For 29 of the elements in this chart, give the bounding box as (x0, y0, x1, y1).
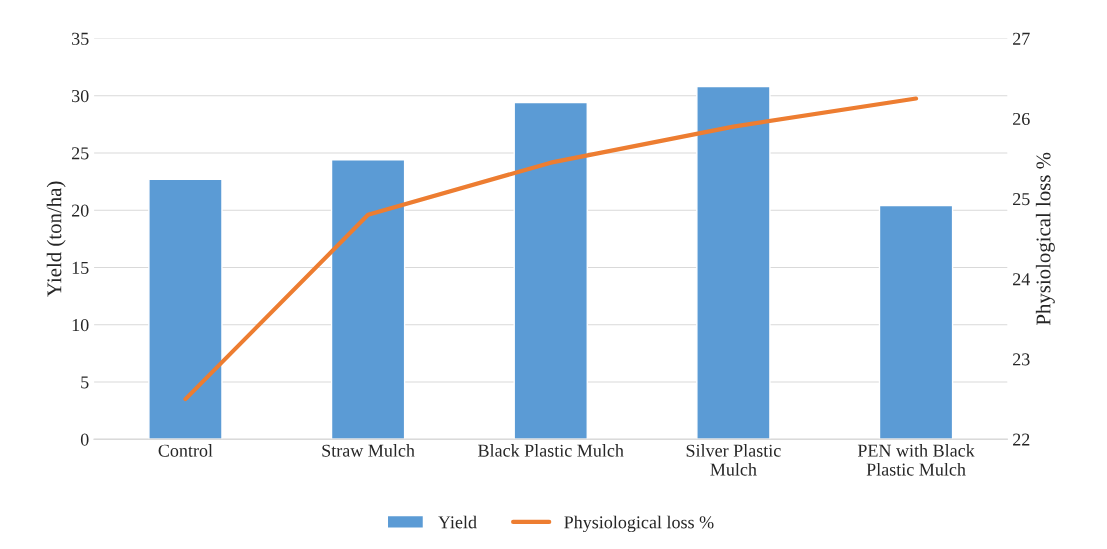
y2-tick-label: 25 (1013, 193, 1030, 206)
bar (878, 204, 954, 440)
y2-axis-title: Physiological loss % (1035, 152, 1055, 326)
y-tick-label: 20 (71, 204, 89, 217)
y2-tick-label: 22 (1013, 433, 1030, 446)
x-tick-label: Straw Mulch (322, 444, 415, 457)
y2-tick-label: 23 (1013, 353, 1030, 366)
y-tick-label: 15 (72, 261, 89, 274)
x-tick-label: PEN with Black Plastic Mulch (857, 444, 975, 476)
y-axis-title: Yield (ton/ha) (46, 181, 66, 297)
bar (513, 101, 588, 440)
legend-label: Yield (438, 515, 477, 529)
bar (330, 159, 406, 440)
y-tick-label: 0 (80, 433, 89, 446)
x-tick-label: Control (158, 444, 213, 457)
line-series (183, 96, 919, 402)
y2-tick-label: 24 (1013, 273, 1030, 286)
x-tick-label: Black Plastic Mulch (478, 444, 624, 457)
y2-tick-label: 26 (1013, 112, 1030, 126)
y2-tick-label: 27 (1013, 32, 1030, 45)
bar (696, 85, 771, 440)
y-tick-label: 35 (72, 32, 89, 45)
y-tick-label: 30 (72, 89, 89, 103)
y-tick-label: 10 (72, 318, 89, 332)
bar (148, 178, 223, 440)
legend-label: Physiological loss % (564, 515, 714, 533)
y-tick-label: 5 (81, 376, 89, 389)
x-tick-label: Silver Plastic Mulch (686, 444, 781, 476)
y-tick-label: 25 (71, 147, 89, 160)
